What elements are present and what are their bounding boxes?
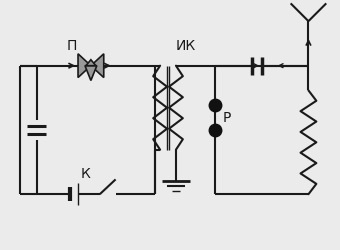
Text: Р: Р <box>222 111 231 125</box>
Text: П: П <box>66 39 76 53</box>
Polygon shape <box>86 60 96 66</box>
Text: К: К <box>81 167 91 181</box>
Text: ИК: ИК <box>176 39 196 53</box>
Polygon shape <box>91 54 104 78</box>
Polygon shape <box>78 54 91 78</box>
Polygon shape <box>85 66 97 80</box>
